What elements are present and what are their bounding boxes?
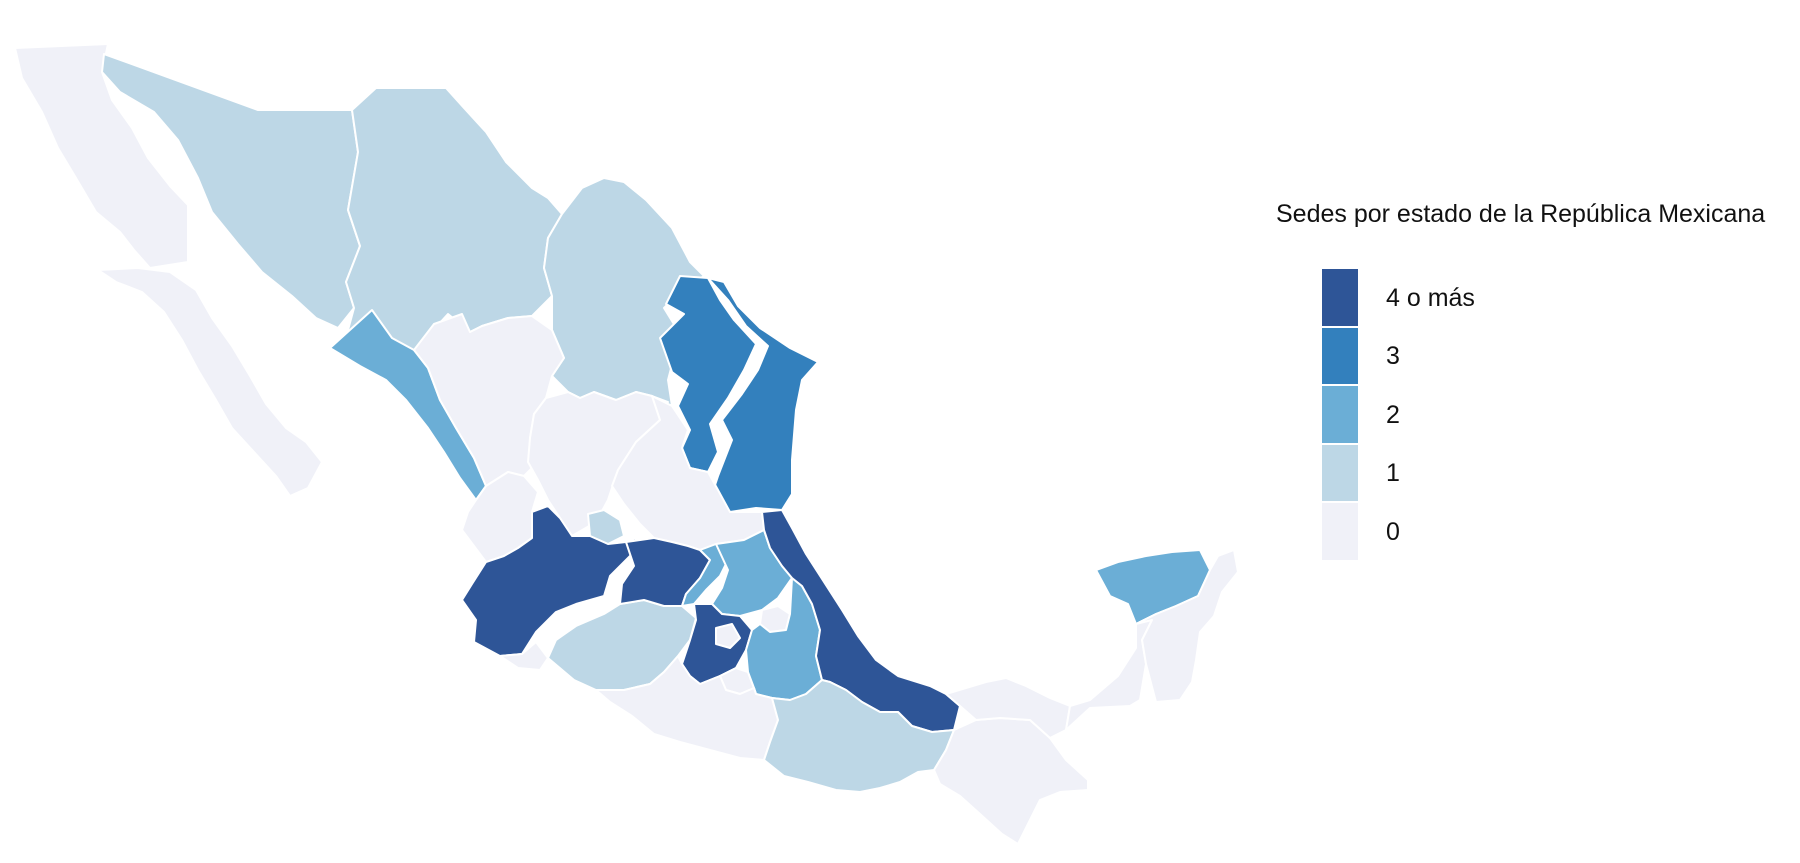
legend-swatch — [1322, 444, 1358, 503]
region-quintana-roo — [1135, 549, 1239, 703]
legend-item-3: 3 — [1322, 327, 1796, 386]
legend-label: 0 — [1386, 517, 1400, 546]
region-jalisco — [461, 505, 637, 657]
legend-label: 3 — [1386, 342, 1400, 371]
legend-item-1: 1 — [1322, 444, 1796, 503]
legend-items: 4 o más 3 2 1 0 — [1322, 269, 1796, 562]
legend-swatch — [1322, 503, 1358, 562]
region-guerrero — [595, 655, 779, 761]
region-tamaulipas — [707, 277, 819, 513]
region-baja-california — [14, 43, 189, 269]
legend-swatch — [1322, 327, 1358, 386]
legend-item-0: 0 — [1322, 503, 1796, 562]
region-baja-california-sur — [97, 267, 323, 497]
region-chiapas — [933, 717, 1089, 845]
region-ciudad-de-mexico — [715, 623, 741, 649]
legend-label: 1 — [1386, 459, 1400, 488]
legend-item-2: 2 — [1322, 386, 1796, 445]
map-legend: Sedes por estado de la República Mexican… — [1276, 200, 1796, 562]
mexico-choropleth-map — [14, 43, 1239, 845]
legend-swatch — [1322, 269, 1358, 328]
legend-title: Sedes por estado de la República Mexican… — [1276, 200, 1766, 228]
legend-label: 4 o más — [1386, 283, 1475, 312]
legend-item-4-o-mas: 4 o más — [1322, 269, 1796, 328]
legend-swatch — [1322, 386, 1358, 445]
legend-label: 2 — [1386, 400, 1400, 429]
